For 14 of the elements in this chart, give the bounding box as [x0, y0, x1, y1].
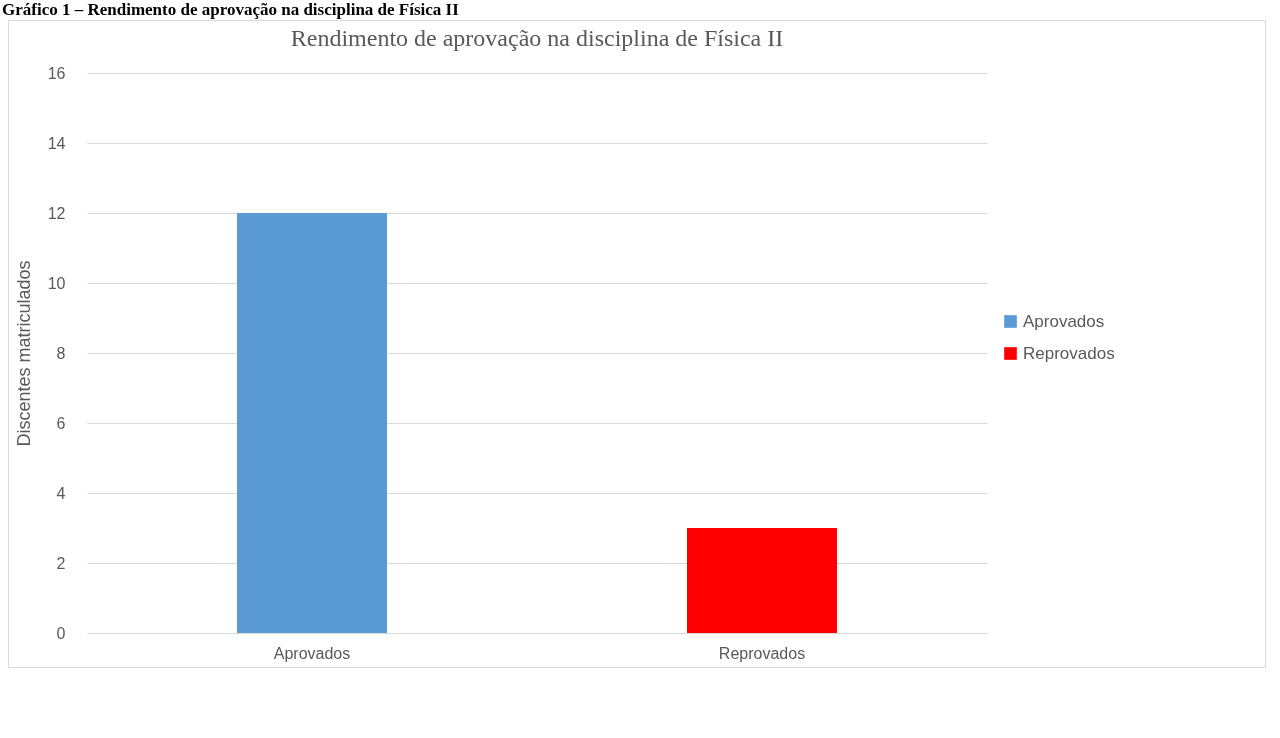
- y-tick-label: 4: [56, 484, 66, 502]
- text: Gráfico 1 – Rendimento de aprovação na disciplina de Física II: [2, 0, 460, 20]
- y-tick-label: 0: [56, 624, 66, 642]
- legend-label: Reprovados: [1023, 343, 1115, 363]
- y-tick-label: 2: [56, 554, 66, 572]
- y-tick-label: 14: [47, 134, 66, 152]
- y-tick-label: 8: [56, 344, 66, 362]
- y-tick-label: 16: [47, 64, 66, 82]
- y-tick-label: 6: [56, 414, 66, 432]
- y-axis-title: Discentes matriculados: [13, 260, 34, 447]
- chart-title: Rendimento de aprovação na disciplina de Física II: [290, 25, 784, 51]
- y-tick-label: 10: [47, 274, 66, 292]
- y-tick-label: 12: [47, 204, 66, 222]
- legend-label: Aprovados: [1023, 311, 1105, 331]
